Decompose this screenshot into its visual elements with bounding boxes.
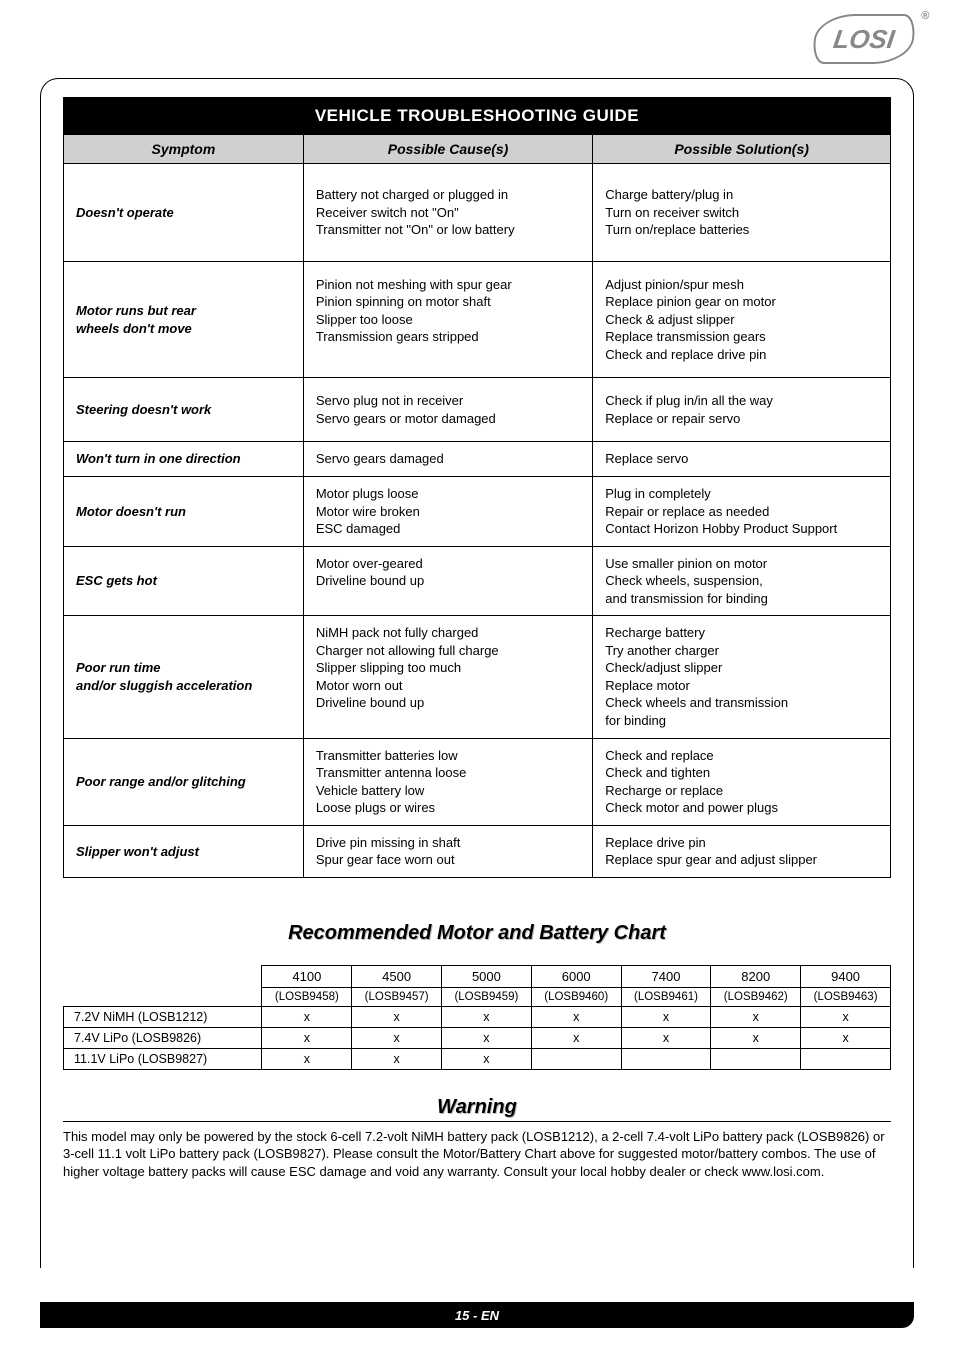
symptom-cell: ESC gets hot xyxy=(64,546,304,616)
table-title: VEHICLE TROUBLESHOOTING GUIDE xyxy=(64,98,891,135)
table-row: 7.4V LiPo (LOSB9826)xxxxxxx xyxy=(64,1027,891,1048)
table-row: Motor doesn't runMotor plugs loose Motor… xyxy=(64,477,891,547)
kv-cell: 5000 xyxy=(442,965,532,987)
kv-cell: 4500 xyxy=(352,965,442,987)
solution-cell: Charge battery/plug in Turn on receiver … xyxy=(593,164,891,262)
symptom-cell: Doesn't operate xyxy=(64,164,304,262)
col-cause-header: Possible Cause(s) xyxy=(303,135,592,164)
compat-cell: x xyxy=(352,1048,442,1069)
table-row: Won't turn in one directionServo gears d… xyxy=(64,442,891,477)
compat-cell: x xyxy=(801,1027,891,1048)
kv-cell: 7400 xyxy=(621,965,711,987)
compat-cell xyxy=(531,1048,621,1069)
kv-cell: 4100 xyxy=(262,965,352,987)
symptom-cell: Poor run time and/or sluggish accelerati… xyxy=(64,616,304,738)
cause-cell: Servo plug not in receiver Servo gears o… xyxy=(303,378,592,442)
compat-cell: x xyxy=(442,1006,532,1027)
battery-label: 7.2V NiMH (LOSB1212) xyxy=(64,1006,262,1027)
compat-cell: x xyxy=(352,1006,442,1027)
kv-row: 4100 4500 5000 6000 7400 8200 9400 xyxy=(64,965,891,987)
symptom-cell: Poor range and/or glitching xyxy=(64,738,304,825)
part-cell: (LOSB9463) xyxy=(801,987,891,1006)
cause-cell: Motor plugs loose Motor wire broken ESC … xyxy=(303,477,592,547)
compat-cell xyxy=(801,1048,891,1069)
table-row: 11.1V LiPo (LOSB9827)xxx xyxy=(64,1048,891,1069)
symptom-cell: Motor runs but rear wheels don't move xyxy=(64,261,304,378)
compat-cell: x xyxy=(352,1027,442,1048)
part-cell: (LOSB9462) xyxy=(711,987,801,1006)
cause-cell: Transmitter batteries low Transmitter an… xyxy=(303,738,592,825)
cause-cell: Battery not charged or plugged in Receiv… xyxy=(303,164,592,262)
part-cell: (LOSB9458) xyxy=(262,987,352,1006)
part-cell: (LOSB9460) xyxy=(531,987,621,1006)
compat-cell: x xyxy=(442,1048,532,1069)
page-footer: 15 - EN xyxy=(40,1302,914,1328)
compat-cell: x xyxy=(801,1006,891,1027)
warning-title: Warning xyxy=(63,1096,891,1122)
compat-cell: x xyxy=(442,1027,532,1048)
col-solution-header: Possible Solution(s) xyxy=(593,135,891,164)
cause-cell: Servo gears damaged xyxy=(303,442,592,477)
part-cell: (LOSB9457) xyxy=(352,987,442,1006)
troubleshooting-table: VEHICLE TROUBLESHOOTING GUIDE Symptom Po… xyxy=(63,97,891,878)
solution-cell: Replace drive pin Replace spur gear and … xyxy=(593,825,891,877)
battery-label: 7.4V LiPo (LOSB9826) xyxy=(64,1027,262,1048)
cause-cell: Pinion not meshing with spur gear Pinion… xyxy=(303,261,592,378)
kv-cell: 8200 xyxy=(711,965,801,987)
motor-battery-table: 4100 4500 5000 6000 7400 8200 9400 (LOSB… xyxy=(63,965,891,1070)
symptom-cell: Steering doesn't work xyxy=(64,378,304,442)
compat-cell: x xyxy=(262,1006,352,1027)
compat-cell: x xyxy=(711,1006,801,1027)
compat-cell xyxy=(711,1048,801,1069)
cause-cell: Drive pin missing in shaft Spur gear fac… xyxy=(303,825,592,877)
table-row: Poor run time and/or sluggish accelerati… xyxy=(64,616,891,738)
table-row: Doesn't operateBattery not charged or pl… xyxy=(64,164,891,262)
solution-cell: Adjust pinion/spur mesh Replace pinion g… xyxy=(593,261,891,378)
solution-cell: Use smaller pinion on motor Check wheels… xyxy=(593,546,891,616)
compat-cell: x xyxy=(262,1048,352,1069)
content-frame: VEHICLE TROUBLESHOOTING GUIDE Symptom Po… xyxy=(40,78,914,1268)
table-title-row: VEHICLE TROUBLESHOOTING GUIDE xyxy=(64,98,891,135)
kv-cell: 9400 xyxy=(801,965,891,987)
table-row: Slipper won't adjustDrive pin missing in… xyxy=(64,825,891,877)
table-row: Motor runs but rear wheels don't movePin… xyxy=(64,261,891,378)
battery-label: 11.1V LiPo (LOSB9827) xyxy=(64,1048,262,1069)
compat-cell: x xyxy=(621,1006,711,1027)
compat-cell: x xyxy=(531,1027,621,1048)
table-row: Poor range and/or glitchingTransmitter b… xyxy=(64,738,891,825)
table-header-row: Symptom Possible Cause(s) Possible Solut… xyxy=(64,135,891,164)
blank-corner xyxy=(64,965,262,1006)
symptom-cell: Motor doesn't run xyxy=(64,477,304,547)
page: LOSI VEHICLE TROUBLESHOOTING GUIDE Sympt… xyxy=(0,0,954,1350)
table-row: Steering doesn't workServo plug not in r… xyxy=(64,378,891,442)
solution-cell: Plug in completely Repair or replace as … xyxy=(593,477,891,547)
table-row: ESC gets hotMotor over-geared Driveline … xyxy=(64,546,891,616)
compat-cell xyxy=(621,1048,711,1069)
motor-chart-title: Recommended Motor and Battery Chart xyxy=(63,922,891,947)
solution-cell: Replace servo xyxy=(593,442,891,477)
table-row: 7.2V NiMH (LOSB1212)xxxxxxx xyxy=(64,1006,891,1027)
compat-cell: x xyxy=(621,1027,711,1048)
warning-text: This model may only be powered by the st… xyxy=(63,1128,891,1181)
solution-cell: Recharge battery Try another charger Che… xyxy=(593,616,891,738)
cause-cell: Motor over-geared Driveline bound up xyxy=(303,546,592,616)
compat-cell: x xyxy=(711,1027,801,1048)
part-cell: (LOSB9459) xyxy=(442,987,532,1006)
compat-cell: x xyxy=(262,1027,352,1048)
compat-cell: x xyxy=(531,1006,621,1027)
kv-cell: 6000 xyxy=(531,965,621,987)
solution-cell: Check if plug in/in all the way Replace … xyxy=(593,378,891,442)
part-cell: (LOSB9461) xyxy=(621,987,711,1006)
brand-logo: LOSI xyxy=(810,14,917,64)
symptom-cell: Won't turn in one direction xyxy=(64,442,304,477)
solution-cell: Check and replace Check and tighten Rech… xyxy=(593,738,891,825)
cause-cell: NiMH pack not fully charged Charger not … xyxy=(303,616,592,738)
symptom-cell: Slipper won't adjust xyxy=(64,825,304,877)
col-symptom-header: Symptom xyxy=(64,135,304,164)
